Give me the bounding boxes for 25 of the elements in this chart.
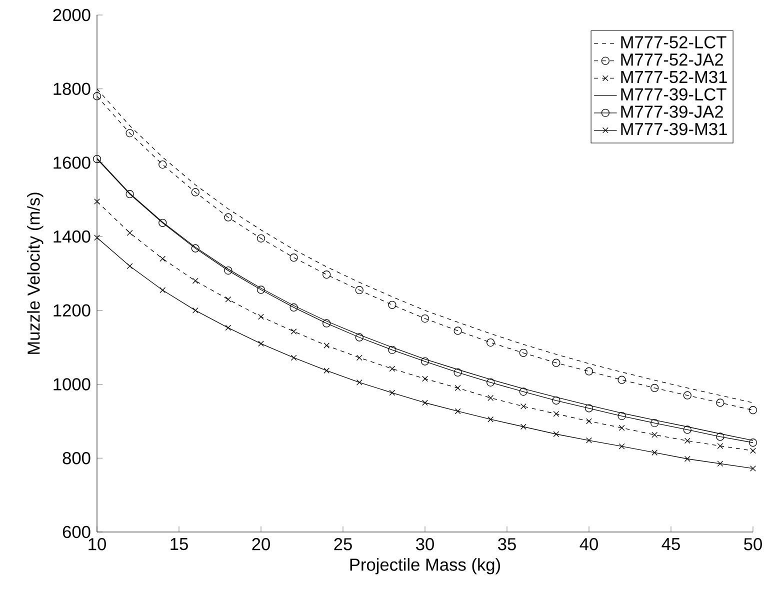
x-tick-label: 10 [88,538,106,550]
x-tick-label: 20 [252,538,270,550]
x-tick-label: 40 [580,538,598,550]
legend-label: M777-52-M31 [621,70,727,84]
legend-label: M777-39-LCT [621,88,726,100]
x-tick-label: 30 [416,538,434,550]
y-tick-label: 800 [62,452,90,464]
y-tick-label: 1600 [54,156,90,169]
legend-label: M777-39-JA2 [621,106,723,118]
x-tick-label: 35 [498,538,516,550]
y-tick-label: 600 [62,526,90,538]
y-tick-label: 1200 [54,304,90,317]
y-tick-label: 1800 [54,82,90,95]
y-tick-label: 1400 [54,230,90,243]
x-tick-label: 25 [334,538,352,550]
legend-label: M777-52-LCT [621,36,726,48]
legend-label: M777-52-JA2 [621,53,723,66]
legend-label: M777-39-M31 [621,122,727,136]
y-tick-label: 1000 [54,378,90,390]
x-tick-label: 50 [744,538,762,550]
x-tick-label: 45 [662,538,680,550]
x-axis-title: Projectile Mass (kg) [350,558,500,574]
x-tick-label: 15 [170,538,188,550]
y-tick-label: 2000 [53,8,90,22]
y-axis-title: Muzzle Velocity (m/s) [27,192,44,354]
